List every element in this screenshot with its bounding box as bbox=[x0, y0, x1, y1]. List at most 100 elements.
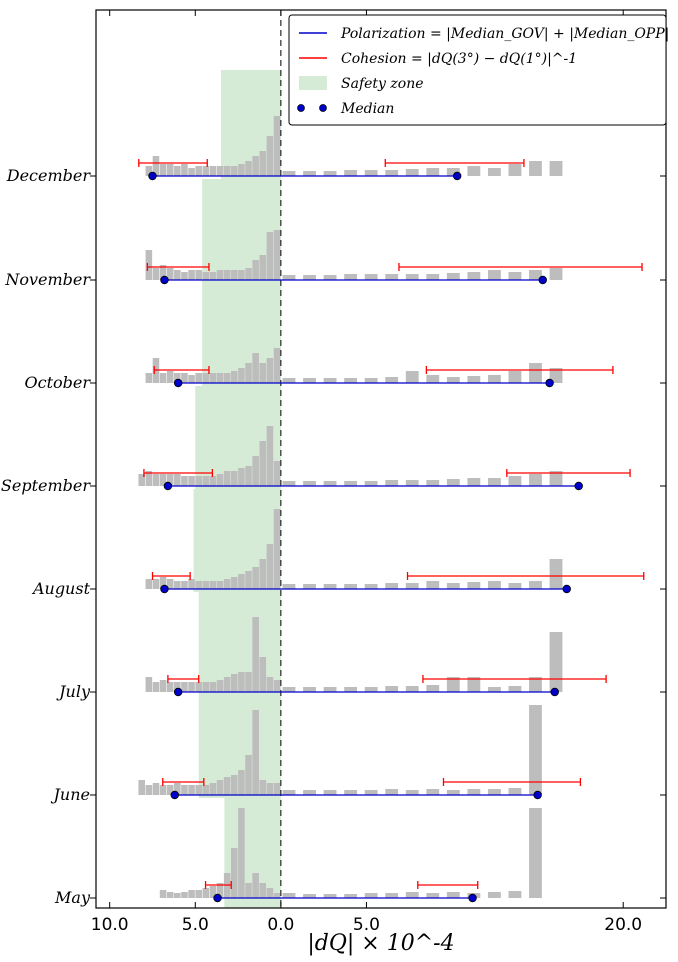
hist-bar-october-left-15 bbox=[166, 371, 174, 383]
hist-bar-december-left-9 bbox=[209, 166, 217, 176]
median-point-august-left bbox=[160, 584, 169, 594]
legend-label-safety: Safety zone bbox=[341, 76, 424, 92]
hist-bar-november-left-11 bbox=[195, 270, 202, 280]
hist-bar-october-right-1 bbox=[303, 378, 316, 383]
hist-bar-june-right-6 bbox=[405, 790, 419, 795]
hist-bar-october-left-8 bbox=[216, 373, 224, 383]
hist-bar-september-left-18 bbox=[145, 471, 153, 486]
hist-bar-december-left-8 bbox=[216, 166, 224, 176]
hist-bar-may-right-11 bbox=[508, 891, 522, 898]
hist-bar-september-left-13 bbox=[181, 476, 188, 486]
hist-bar-december-right-9 bbox=[467, 166, 481, 176]
hist-bar-july-right-6 bbox=[405, 686, 419, 692]
hist-bar-july-left-13 bbox=[181, 682, 188, 692]
hist-bar-december-left-13 bbox=[181, 164, 188, 176]
hist-bar-october-left-0 bbox=[273, 348, 281, 383]
axis-ticks: May June July August September October Novembe… bbox=[1, 10, 666, 935]
hist-bar-october-left-9 bbox=[209, 373, 217, 383]
hist-bar-october-left-11 bbox=[195, 373, 202, 383]
median-point-november-right bbox=[538, 275, 547, 285]
hist-bar-june-right-11 bbox=[508, 788, 522, 795]
hist-bar-july-left-9 bbox=[209, 682, 217, 692]
legend-label-median: Median bbox=[340, 101, 394, 117]
hist-bar-july-left-3 bbox=[252, 617, 259, 692]
hist-bar-may-left-16 bbox=[159, 890, 167, 898]
hist-bar-november-left-8 bbox=[216, 270, 224, 280]
hist-bar-may-left-5 bbox=[238, 808, 245, 898]
hist-bar-june-right-5 bbox=[385, 789, 399, 795]
hist-bar-august-right-2 bbox=[323, 584, 337, 589]
hist-bar-august-right-3 bbox=[344, 584, 358, 589]
hist-bar-december-right-3 bbox=[344, 170, 358, 176]
hist-bar-june-right-1 bbox=[303, 790, 316, 795]
hist-bar-october-left-12 bbox=[188, 375, 195, 383]
hist-bar-may-left-10 bbox=[202, 888, 210, 898]
hist-bar-july-right-7 bbox=[426, 685, 440, 692]
hist-bar-may-left-13 bbox=[181, 892, 188, 898]
hist-bar-december-left-0 bbox=[273, 116, 281, 176]
hist-bar-october-right-7 bbox=[426, 375, 440, 383]
hist-bar-august-left-7 bbox=[223, 579, 231, 589]
hist-bar-august-left-0 bbox=[273, 509, 281, 589]
hist-bar-december-right-1 bbox=[303, 171, 316, 176]
hist-bar-may-left-3 bbox=[252, 873, 259, 898]
median-point-october-right bbox=[545, 378, 554, 388]
x-tick-label-4: 20.0 bbox=[604, 915, 642, 935]
hist-bar-november-right-10 bbox=[487, 270, 501, 280]
hist-bar-june-left-2 bbox=[259, 780, 267, 795]
legend-swatch-median-a bbox=[297, 104, 305, 112]
hist-bar-june-left-8 bbox=[216, 780, 224, 795]
hist-bar-november-right-4 bbox=[364, 274, 378, 280]
median-point-december-left bbox=[148, 171, 157, 181]
hist-bar-october-right-12 bbox=[529, 363, 542, 383]
hist-bar-september-left-0 bbox=[273, 461, 281, 486]
hist-bar-august-left-5 bbox=[238, 574, 245, 589]
hist-bar-may-right-12 bbox=[529, 808, 542, 898]
hist-bar-december-right-12 bbox=[529, 161, 542, 176]
hist-bar-july-left-10 bbox=[202, 682, 210, 692]
hist-bar-july-right-12 bbox=[529, 677, 542, 692]
hist-bar-december-left-4 bbox=[245, 161, 252, 176]
hist-bar-september-right-12 bbox=[529, 474, 542, 486]
polarization-and-cohesion bbox=[138, 159, 645, 903]
plot-frame bbox=[95, 9, 667, 909]
hist-bar-october-left-7 bbox=[223, 373, 231, 383]
hist-bar-june-left-14 bbox=[174, 783, 181, 795]
hist-bar-july-right-1 bbox=[303, 687, 316, 692]
hist-bar-october-right-2 bbox=[323, 378, 337, 383]
hist-bar-may-right-2 bbox=[323, 894, 337, 898]
hist-bar-october-right-13 bbox=[549, 368, 563, 383]
hist-bar-august-right-12 bbox=[529, 581, 542, 589]
hist-bar-november-left-16 bbox=[159, 265, 167, 280]
hist-bar-november-left-3 bbox=[252, 260, 259, 280]
hist-bar-june-left-18 bbox=[145, 785, 153, 795]
hist-bar-may-right-4 bbox=[364, 893, 378, 898]
hist-bar-november-left-12 bbox=[188, 270, 195, 280]
hist-bar-may-left-12 bbox=[188, 890, 195, 898]
hist-bar-december-left-2 bbox=[259, 151, 267, 176]
hist-bar-august-right-6 bbox=[405, 583, 419, 589]
hist-bar-august-left-12 bbox=[188, 579, 195, 589]
hist-bar-august-left-3 bbox=[252, 567, 259, 589]
hist-bar-october-left-4 bbox=[245, 363, 252, 383]
hist-bar-september-left-10 bbox=[202, 476, 210, 486]
hist-bar-september-right-13 bbox=[549, 471, 563, 486]
hist-bar-june-left-7 bbox=[223, 777, 231, 795]
hist-bar-june-right-3 bbox=[344, 790, 358, 795]
hist-bar-november-right-3 bbox=[344, 274, 358, 280]
hist-bar-december-left-5 bbox=[238, 164, 245, 176]
y-label-july: July bbox=[56, 682, 91, 701]
hist-bar-july-left-6 bbox=[231, 674, 238, 692]
legend-box bbox=[288, 14, 667, 126]
hist-bar-june-left-1 bbox=[266, 783, 274, 795]
hist-bar-june-left-17 bbox=[152, 783, 160, 795]
hist-bar-december-right-5 bbox=[385, 170, 399, 176]
hist-bar-june-left-9 bbox=[209, 783, 217, 795]
hist-bar-october-right-8 bbox=[446, 377, 460, 383]
hist-bar-december-right-2 bbox=[323, 171, 337, 176]
hist-bar-august-left-11 bbox=[195, 581, 202, 589]
hist-bar-november-left-13 bbox=[181, 272, 188, 280]
hist-bar-december-left-11 bbox=[195, 166, 202, 176]
hist-bar-september-left-7 bbox=[223, 471, 231, 486]
hist-bar-november-left-4 bbox=[245, 268, 252, 280]
